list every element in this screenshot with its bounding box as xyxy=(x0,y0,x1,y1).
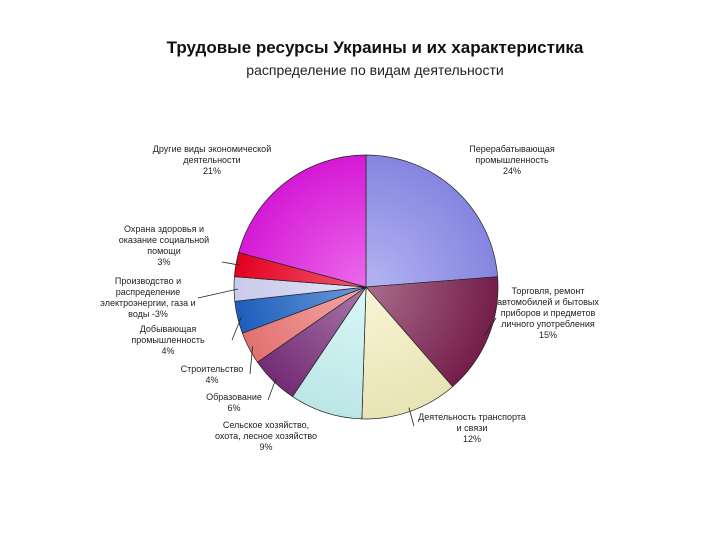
pie-slice-1 xyxy=(365,154,498,288)
chart-title: Трудовые ресурсы Украины и их характерис… xyxy=(166,38,584,57)
slice-label-9: Охрана здоровья и оказание социальной помо… xyxy=(119,224,209,267)
slice-label-10: Другие виды экономической деятельности 21% xyxy=(153,144,271,176)
slice-label-8: Производство и распределение электроэнерги… xyxy=(100,276,195,319)
slice-label-3: Деятельность транспорта и связи 12% xyxy=(418,412,526,444)
slice-label-6: Строительство 4% xyxy=(181,364,244,385)
leader-line-5 xyxy=(267,378,277,401)
chart-subtitle: распределение по видам деятельности xyxy=(246,62,504,78)
leader-line-9 xyxy=(221,261,240,266)
leader-line-2 xyxy=(484,317,497,336)
slice-label-5: Образование 6% xyxy=(206,392,262,413)
leader-line-7 xyxy=(231,316,242,341)
leader-line-8 xyxy=(197,288,239,299)
leader-line-6 xyxy=(249,346,253,375)
pie-slice-10 xyxy=(238,154,367,288)
slice-label-7: Добывающая промышленность 4% xyxy=(131,324,205,356)
slice-label-4: Сельское хозяйство, охота, лесное хозяйст… xyxy=(215,420,317,452)
pie-slice-2 xyxy=(365,276,499,388)
slice-label-2: Торговля, ремонт автомобилей и бытовых при… xyxy=(497,286,599,340)
slice-label-1: Перерабатывающая промышленность 24% xyxy=(469,144,555,176)
leader-line-3 xyxy=(408,407,415,427)
